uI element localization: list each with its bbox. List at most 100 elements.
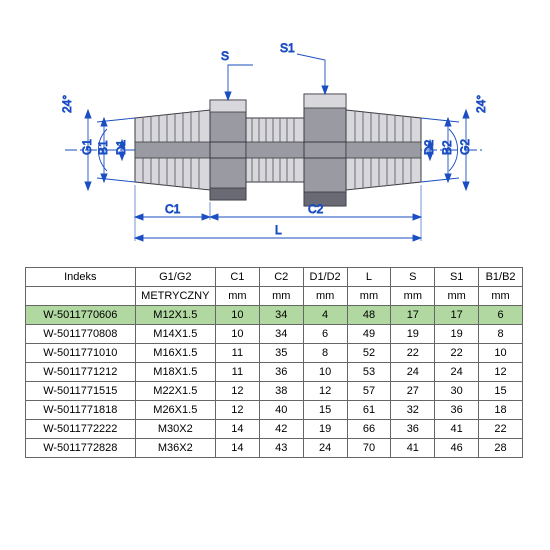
angle-left: 24° bbox=[60, 95, 135, 182]
table-cell: 48 bbox=[347, 306, 391, 325]
table-cell: 15 bbox=[303, 401, 347, 420]
table-cell: 27 bbox=[391, 382, 435, 401]
right-threaded-end bbox=[346, 110, 421, 190]
label-g2: G2 bbox=[458, 139, 472, 155]
table-cell: 28 bbox=[479, 439, 523, 458]
col-d1d2: D1/D2 bbox=[303, 268, 347, 287]
table-cell: 10 bbox=[215, 325, 259, 344]
table-cell: W-5011771212 bbox=[26, 363, 136, 382]
col-s1: S1 bbox=[435, 268, 479, 287]
table-row: W-5011772222M30X214421966364122 bbox=[26, 420, 523, 439]
col-l: L bbox=[347, 268, 391, 287]
table-cell: 32 bbox=[391, 401, 435, 420]
table-body: W-5011770606M12X1.5103444817176W-5011770… bbox=[26, 306, 523, 458]
table-cell: 34 bbox=[259, 325, 303, 344]
table-cell: W-5011771515 bbox=[26, 382, 136, 401]
header-row: Indeks G1/G2 C1 C2 D1/D2 L S S1 B1/B2 bbox=[26, 268, 523, 287]
table-cell: 4 bbox=[303, 306, 347, 325]
table-cell: 46 bbox=[435, 439, 479, 458]
table-cell: W-5011770606 bbox=[26, 306, 136, 325]
table-cell: 11 bbox=[215, 363, 259, 382]
table-cell: 30 bbox=[435, 382, 479, 401]
table-cell: 42 bbox=[259, 420, 303, 439]
table-cell: 10 bbox=[479, 344, 523, 363]
table-cell: 36 bbox=[435, 401, 479, 420]
table-cell: 22 bbox=[435, 344, 479, 363]
fitting-diagram: S S1 24° 24° G1 B1 bbox=[25, 10, 525, 250]
table-cell: 12 bbox=[215, 401, 259, 420]
table-row: W-5011771515M22X1.512381257273015 bbox=[26, 382, 523, 401]
left-threaded-end bbox=[135, 110, 210, 190]
svg-text:24°: 24° bbox=[474, 95, 488, 113]
table-cell: 66 bbox=[347, 420, 391, 439]
label-l: L bbox=[275, 223, 282, 237]
table-cell: 18 bbox=[479, 401, 523, 420]
table-cell: 14 bbox=[215, 439, 259, 458]
table-cell: 6 bbox=[479, 306, 523, 325]
table-cell: M30X2 bbox=[135, 420, 215, 439]
col-indeks: Indeks bbox=[26, 268, 136, 287]
col-b1b2: B1/B2 bbox=[479, 268, 523, 287]
label-g1: G1 bbox=[80, 139, 94, 155]
table-cell: 40 bbox=[259, 401, 303, 420]
table-cell: W-5011770808 bbox=[26, 325, 136, 344]
table-cell: 12 bbox=[303, 382, 347, 401]
table-cell: 10 bbox=[303, 363, 347, 382]
table-cell: 8 bbox=[303, 344, 347, 363]
table-row: W-5011772828M36X214432470414628 bbox=[26, 439, 523, 458]
table-cell: 11 bbox=[215, 344, 259, 363]
table-cell: 41 bbox=[435, 420, 479, 439]
middle-thread bbox=[246, 118, 304, 182]
label-s: S bbox=[221, 49, 229, 63]
table-cell: 41 bbox=[391, 439, 435, 458]
table-row: W-5011771212M18X1.511361053242412 bbox=[26, 363, 523, 382]
col-c1: C1 bbox=[215, 268, 259, 287]
table-cell: 24 bbox=[391, 363, 435, 382]
spec-table: Indeks G1/G2 C1 C2 D1/D2 L S S1 B1/B2 ME… bbox=[25, 267, 523, 458]
table-cell: W-5011772828 bbox=[26, 439, 136, 458]
hex-nut-s bbox=[210, 100, 246, 200]
table-cell: 57 bbox=[347, 382, 391, 401]
table-cell: 22 bbox=[391, 344, 435, 363]
table-cell: 14 bbox=[215, 420, 259, 439]
label-b1: B1 bbox=[96, 140, 110, 155]
table-cell: 36 bbox=[259, 363, 303, 382]
table-cell: 34 bbox=[259, 306, 303, 325]
table-cell: 35 bbox=[259, 344, 303, 363]
table-cell: 17 bbox=[391, 306, 435, 325]
table-cell: M26X1.5 bbox=[135, 401, 215, 420]
table-cell: 24 bbox=[435, 363, 479, 382]
label-b2: B2 bbox=[440, 140, 454, 155]
table-cell: 43 bbox=[259, 439, 303, 458]
col-g1g2: G1/G2 bbox=[135, 268, 215, 287]
table-cell: 36 bbox=[391, 420, 435, 439]
table-cell: 70 bbox=[347, 439, 391, 458]
table-row: W-5011771010M16X1.51135852222210 bbox=[26, 344, 523, 363]
label-c1: C1 bbox=[165, 202, 181, 216]
table-row: W-5011770808M14X1.5103464919198 bbox=[26, 325, 523, 344]
table-cell: M36X2 bbox=[135, 439, 215, 458]
table-cell: 8 bbox=[479, 325, 523, 344]
table-cell: 19 bbox=[391, 325, 435, 344]
table-cell: M16X1.5 bbox=[135, 344, 215, 363]
label-s1: S1 bbox=[280, 41, 295, 55]
label-c2: C2 bbox=[308, 202, 324, 216]
table-cell: 19 bbox=[435, 325, 479, 344]
table-cell: 15 bbox=[479, 382, 523, 401]
table-cell: 19 bbox=[303, 420, 347, 439]
table-cell: 12 bbox=[479, 363, 523, 382]
table-cell: 10 bbox=[215, 306, 259, 325]
table-cell: 38 bbox=[259, 382, 303, 401]
table-cell: M22X1.5 bbox=[135, 382, 215, 401]
svg-text:24°: 24° bbox=[60, 95, 74, 113]
col-c2: C2 bbox=[259, 268, 303, 287]
table-cell: 49 bbox=[347, 325, 391, 344]
table-cell: 22 bbox=[479, 420, 523, 439]
table-cell: 52 bbox=[347, 344, 391, 363]
table-cell: M12X1.5 bbox=[135, 306, 215, 325]
table-cell: 24 bbox=[303, 439, 347, 458]
table-row: W-5011771818M26X1.512401561323618 bbox=[26, 401, 523, 420]
table-cell: W-5011771010 bbox=[26, 344, 136, 363]
hex-nut-s1 bbox=[304, 94, 346, 206]
table-cell: 61 bbox=[347, 401, 391, 420]
